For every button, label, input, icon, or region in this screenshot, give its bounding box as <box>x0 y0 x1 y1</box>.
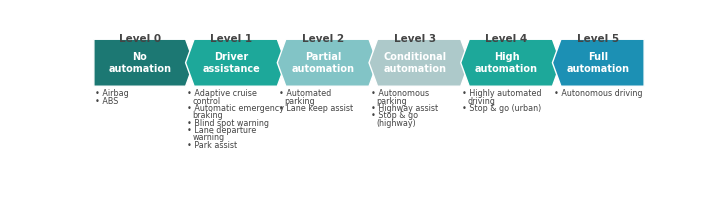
Text: • Blind spot warning: • Blind spot warning <box>187 119 269 128</box>
Text: Partial
automation: Partial automation <box>292 51 355 74</box>
Polygon shape <box>186 39 286 86</box>
Text: • Park assist: • Park assist <box>187 141 238 150</box>
Polygon shape <box>369 39 469 86</box>
Polygon shape <box>94 39 194 86</box>
Text: Level 0: Level 0 <box>119 34 161 44</box>
Text: • Highly automated: • Highly automated <box>462 89 541 98</box>
Text: Driver
assistance: Driver assistance <box>202 51 261 74</box>
Text: braking: braking <box>192 111 223 120</box>
Text: • Stop & go (urban): • Stop & go (urban) <box>462 104 541 113</box>
Text: High
automation: High automation <box>475 51 538 74</box>
Text: parking: parking <box>284 97 315 106</box>
Text: • Lane keep assist: • Lane keep assist <box>279 104 353 113</box>
Polygon shape <box>461 39 561 86</box>
Text: Full
automation: Full automation <box>567 51 630 74</box>
Text: • Lane departure: • Lane departure <box>187 126 256 135</box>
Polygon shape <box>277 39 377 86</box>
Text: Level 3: Level 3 <box>394 34 436 44</box>
Text: No
automation: No automation <box>108 51 171 74</box>
Text: • Stop & go: • Stop & go <box>371 111 418 120</box>
Text: parking: parking <box>376 97 407 106</box>
Text: • Adaptive cruise: • Adaptive cruise <box>187 89 257 98</box>
Text: • Airbag: • Airbag <box>96 89 129 98</box>
Text: Level 5: Level 5 <box>577 34 619 44</box>
Text: driving: driving <box>468 97 495 106</box>
Text: Level 1: Level 1 <box>210 34 253 44</box>
Text: Level 4: Level 4 <box>485 34 528 44</box>
Text: • Highway assist: • Highway assist <box>371 104 438 113</box>
Text: Level 2: Level 2 <box>302 34 344 44</box>
Text: control: control <box>192 97 221 106</box>
Polygon shape <box>552 39 644 86</box>
Text: • Autonomous: • Autonomous <box>371 89 428 98</box>
Text: • Automated: • Automated <box>279 89 331 98</box>
Text: warning: warning <box>192 133 225 142</box>
Text: Conditional
automation: Conditional automation <box>383 51 446 74</box>
Text: • Automatic emergency: • Automatic emergency <box>187 104 284 113</box>
Text: • ABS: • ABS <box>96 97 119 106</box>
Text: (highway): (highway) <box>376 119 415 128</box>
Text: • Autonomous driving: • Autonomous driving <box>554 89 642 98</box>
